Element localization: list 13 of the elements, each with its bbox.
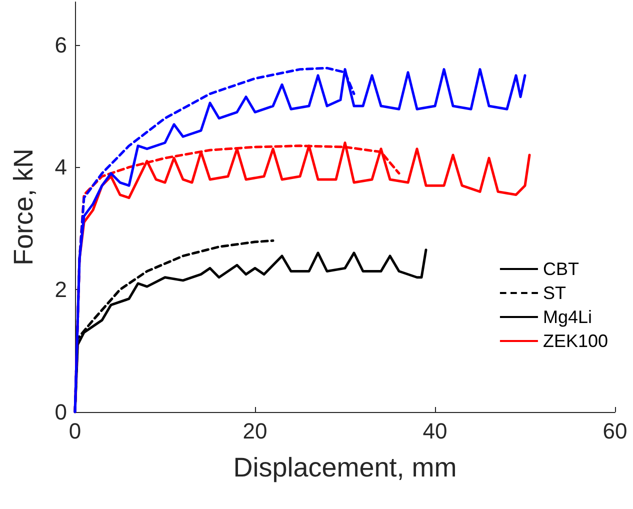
x-tick-label: 40 [422, 418, 448, 444]
y-tick-label: 4 [54, 154, 67, 180]
y-tick-label: 2 [54, 277, 67, 302]
legend-label: ZEK100 [542, 331, 608, 351]
y-tick-label: 0 [54, 400, 67, 424]
x-tick-label: 20 [242, 418, 268, 444]
y-tick-label: 6 [54, 32, 67, 58]
y-axis-title: Force, kN [8, 148, 38, 266]
legend-label: Mg4Li [542, 307, 592, 327]
x-tick-label: 60 [602, 418, 628, 444]
legend-label: ST [542, 283, 566, 303]
x-axis-title: Displacement, mm [233, 452, 457, 482]
legend-label: CBT [542, 259, 579, 279]
